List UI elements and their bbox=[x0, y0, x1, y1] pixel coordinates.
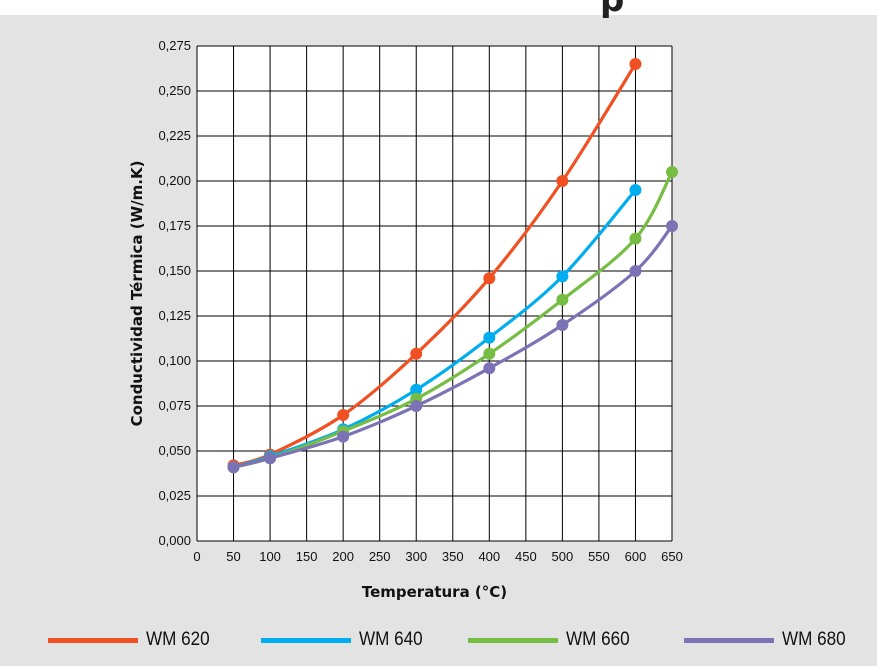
y-axis-title: Conductividad Térmica (W/m.K) bbox=[128, 161, 146, 427]
x-axis-title: Temperatura (°C) bbox=[362, 583, 507, 601]
y-axis-ticks: 0,000 0,025 0,050 0,075 0,100 0,125 0,150 0,175… bbox=[158, 38, 191, 548]
x-tick-label: 250 bbox=[369, 549, 391, 564]
legend: WM 620 WM 640 WM 660 WM 680 bbox=[0, 622, 877, 658]
data-point-wm-680 bbox=[629, 265, 642, 277]
x-axis-ticks: 0 50 100 150 200 250 300 350 400 450 500 550 600 650 bbox=[193, 549, 682, 564]
y-tick-label: 0,075 bbox=[158, 398, 191, 413]
data-point-wm-680 bbox=[410, 400, 423, 412]
legend-label: WM 680 bbox=[782, 629, 846, 650]
x-tick-label: 50 bbox=[226, 549, 240, 564]
data-point-wm-680 bbox=[337, 430, 350, 443]
data-point-wm-620 bbox=[483, 272, 496, 285]
x-tick-label: 450 bbox=[515, 549, 537, 564]
data-point-wm-640 bbox=[629, 184, 642, 196]
data-point-wm-620 bbox=[629, 58, 642, 70]
legend-label: WM 660 bbox=[566, 629, 630, 650]
x-tick-label: 200 bbox=[332, 549, 354, 564]
legend-item-wm-660: WM 660 bbox=[468, 622, 637, 658]
data-point-wm-680 bbox=[666, 220, 678, 232]
data-point-wm-660 bbox=[629, 232, 642, 245]
x-tick-label: 150 bbox=[296, 549, 318, 564]
x-tick-label: 350 bbox=[442, 549, 464, 564]
data-point-wm-640 bbox=[556, 270, 569, 283]
x-tick-label: 0 bbox=[193, 549, 200, 564]
data-point-wm-680 bbox=[556, 319, 569, 331]
chart-title-fragment: p bbox=[600, 0, 625, 20]
x-tick-label: 500 bbox=[552, 549, 574, 564]
plot-area bbox=[197, 46, 672, 541]
y-tick-label: 0,025 bbox=[158, 488, 191, 503]
x-tick-label: 550 bbox=[588, 549, 610, 564]
legend-swatch bbox=[684, 637, 774, 643]
data-point-wm-680 bbox=[227, 461, 240, 474]
series-group bbox=[227, 58, 678, 474]
data-point-wm-680 bbox=[483, 362, 496, 375]
x-tick-label: 400 bbox=[478, 549, 500, 564]
data-point-wm-640 bbox=[483, 331, 496, 344]
series-line-wm-680 bbox=[233, 224, 674, 469]
x-tick-label: 650 bbox=[661, 549, 683, 564]
y-tick-label: 0,000 bbox=[158, 533, 191, 548]
y-tick-label: 0,275 bbox=[158, 38, 191, 53]
legend-label: WM 620 bbox=[146, 629, 210, 650]
legend-item-wm-680: WM 680 bbox=[684, 622, 853, 658]
y-tick-label: 0,150 bbox=[158, 263, 191, 278]
legend-swatch bbox=[48, 637, 138, 643]
y-tick-label: 0,200 bbox=[158, 173, 191, 188]
y-tick-label: 0,175 bbox=[158, 218, 191, 233]
data-point-wm-620 bbox=[410, 347, 423, 360]
legend-item-wm-640: WM 640 bbox=[261, 622, 430, 658]
data-point-wm-660 bbox=[556, 293, 569, 306]
legend-item-wm-620: WM 620 bbox=[48, 622, 217, 658]
data-point-wm-680 bbox=[264, 452, 277, 465]
data-point-wm-620 bbox=[556, 175, 569, 187]
legend-label: WM 640 bbox=[359, 629, 423, 650]
legend-swatch bbox=[261, 637, 351, 643]
y-tick-label: 0,050 bbox=[158, 443, 191, 458]
data-point-wm-620 bbox=[337, 409, 350, 421]
data-point-wm-660 bbox=[483, 347, 496, 360]
x-tick-label: 300 bbox=[405, 549, 427, 564]
y-tick-label: 0,250 bbox=[158, 83, 191, 98]
y-tick-label: 0,125 bbox=[158, 308, 191, 323]
x-tick-label: 600 bbox=[625, 549, 647, 564]
data-point-wm-660 bbox=[666, 166, 678, 178]
x-tick-label: 100 bbox=[259, 549, 281, 564]
data-point-wm-640 bbox=[410, 383, 423, 396]
y-tick-label: 0,225 bbox=[158, 128, 191, 143]
y-tick-label: 0,100 bbox=[158, 353, 191, 368]
legend-swatch bbox=[468, 637, 558, 643]
